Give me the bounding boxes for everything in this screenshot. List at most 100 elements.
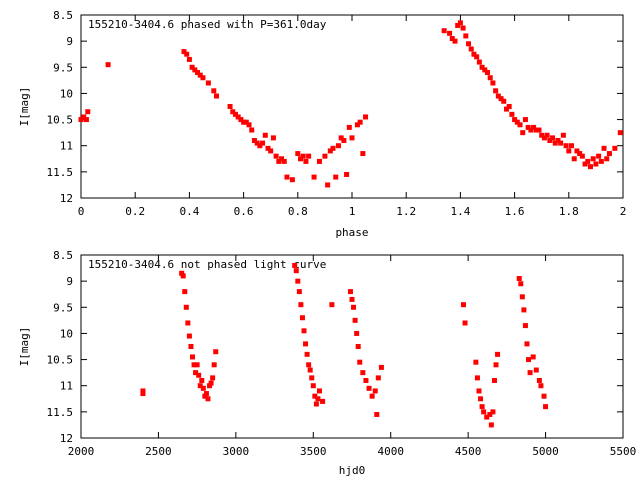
data-point xyxy=(441,28,447,34)
data-point xyxy=(357,119,363,125)
data-point xyxy=(452,38,458,44)
data-point xyxy=(447,30,453,36)
data-point xyxy=(539,132,545,138)
x-tick-label: 3000 xyxy=(223,445,250,458)
data-point xyxy=(471,51,477,57)
data-point xyxy=(303,158,309,164)
plot-frame xyxy=(80,254,624,439)
data-point xyxy=(481,409,487,415)
data-point xyxy=(590,156,596,162)
data-point xyxy=(503,106,509,112)
y-tick-label: 11.5 xyxy=(47,406,74,419)
data-point xyxy=(349,296,355,302)
data-point xyxy=(374,411,380,417)
data-point xyxy=(473,359,479,365)
data-point xyxy=(303,341,309,347)
data-point xyxy=(604,156,610,162)
y-tick-label: 11.5 xyxy=(47,166,74,179)
data-point xyxy=(463,33,469,39)
data-point xyxy=(528,127,534,133)
data-point xyxy=(310,383,316,389)
data-point xyxy=(487,411,493,417)
chart-title: 155210-3404.6 not phased light curve xyxy=(88,258,326,271)
data-point xyxy=(569,143,575,149)
data-point xyxy=(587,164,593,170)
data-point xyxy=(213,349,219,355)
data-point xyxy=(519,294,525,300)
data-point xyxy=(289,177,295,183)
data-point xyxy=(550,135,556,141)
data-point xyxy=(186,56,192,62)
y-tick-label: 10.5 xyxy=(47,354,74,367)
data-point xyxy=(349,135,355,141)
data-point xyxy=(192,67,198,73)
data-point xyxy=(346,124,352,130)
data-point xyxy=(536,127,542,133)
data-point xyxy=(536,377,542,383)
data-point xyxy=(493,88,499,94)
data-point xyxy=(596,153,602,159)
data-point xyxy=(566,148,572,154)
data-point xyxy=(617,130,623,136)
data-point xyxy=(196,372,202,378)
data-point xyxy=(543,404,549,410)
y-tick-label: 10 xyxy=(60,327,73,340)
data-point xyxy=(457,20,463,26)
y-tick-label: 10 xyxy=(60,87,73,100)
data-point xyxy=(273,153,279,159)
data-point xyxy=(579,153,585,159)
data-point xyxy=(466,41,472,47)
data-point xyxy=(185,320,191,326)
x-tick-label: 1.8 xyxy=(559,205,579,218)
data-point xyxy=(544,132,550,138)
data-point xyxy=(182,289,188,295)
x-tick-label: 2500 xyxy=(145,445,172,458)
data-point xyxy=(330,145,336,151)
data-point xyxy=(251,137,257,143)
data-point xyxy=(260,140,266,146)
data-point xyxy=(563,143,569,149)
data-point xyxy=(574,148,580,154)
data-point xyxy=(281,158,287,164)
data-point xyxy=(560,132,566,138)
data-point xyxy=(354,122,360,128)
data-point xyxy=(227,104,233,109)
data-point xyxy=(468,46,474,52)
x-tick-label: 0.2 xyxy=(125,205,145,218)
data-point xyxy=(184,51,190,57)
data-point xyxy=(254,140,260,146)
data-point xyxy=(555,137,561,143)
data-point xyxy=(105,62,111,68)
data-point xyxy=(265,145,271,151)
data-point xyxy=(512,117,518,123)
y-tick-label: 12 xyxy=(60,432,73,445)
data-point xyxy=(208,380,214,386)
data-point xyxy=(577,151,583,157)
data-point xyxy=(479,64,485,70)
data-point xyxy=(188,344,194,349)
x-tick-label: 5000 xyxy=(532,445,559,458)
data-point xyxy=(276,158,282,164)
data-point xyxy=(243,119,249,125)
x-tick-label: 1.4 xyxy=(450,205,470,218)
data-point xyxy=(296,289,302,295)
data-point xyxy=(509,111,515,117)
x-tick-label: 2000 xyxy=(68,445,95,458)
data-point xyxy=(474,54,480,60)
data-point xyxy=(298,302,304,308)
data-point xyxy=(514,119,520,125)
data-point xyxy=(533,367,539,373)
x-tick-label: 0.8 xyxy=(288,205,308,218)
x-tick-label: 0.4 xyxy=(179,205,199,218)
data-point xyxy=(347,289,353,295)
data-point xyxy=(183,304,189,310)
data-point xyxy=(476,59,482,65)
data-point xyxy=(372,388,378,394)
data-point xyxy=(527,370,533,376)
data-point xyxy=(335,143,341,149)
data-point xyxy=(270,135,276,141)
y-tick-label: 10.5 xyxy=(47,114,74,127)
x-tick-label: 2 xyxy=(620,205,627,218)
data-point xyxy=(487,75,493,81)
data-point xyxy=(180,273,186,279)
